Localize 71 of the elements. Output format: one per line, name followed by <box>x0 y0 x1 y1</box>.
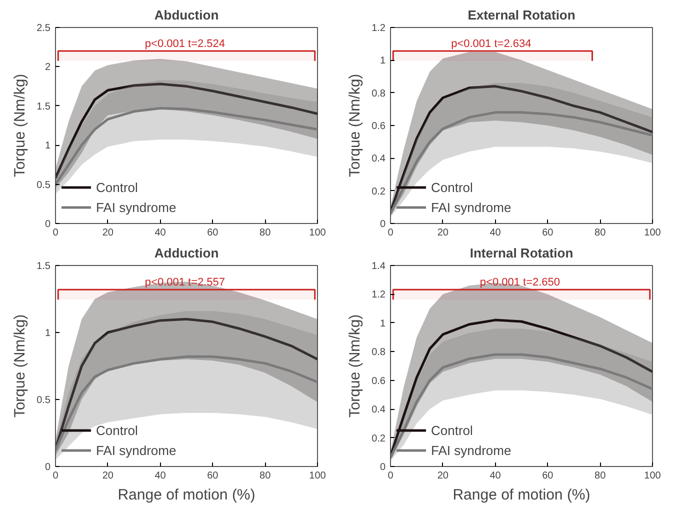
legend-label: FAI syndrome <box>96 200 176 214</box>
x-tick-label: 60 <box>207 228 219 238</box>
y-tick-label: 0.8 <box>372 347 386 358</box>
x-tick-label: 40 <box>490 228 502 238</box>
y-tick-label: 1 <box>44 328 51 339</box>
x-tick-label: 60 <box>542 228 554 238</box>
legend-label: FAI syndrome <box>431 200 512 214</box>
chart-title: Abduction <box>154 8 219 22</box>
legend-label: Control <box>96 180 138 194</box>
x-tick-label: 20 <box>102 470 114 482</box>
y-tick-label: 0.8 <box>372 88 386 100</box>
y-tick-label: 2.5 <box>36 23 51 34</box>
band-label: p<0.001 t=2.650 <box>480 276 560 289</box>
y-tick-label: 0.2 <box>372 433 386 444</box>
x-tick-label: 80 <box>260 470 272 482</box>
x-tick-label: 0 <box>52 470 59 482</box>
x-tick-label: 0 <box>52 228 59 238</box>
x-tick-label: 20 <box>102 228 114 238</box>
y-tick-label: 0.2 <box>372 186 386 198</box>
x-tick-label: 100 <box>644 228 662 238</box>
y-tick-label: 0.4 <box>372 154 386 165</box>
x-tick-label: 80 <box>594 228 606 238</box>
y-axis-title: Torque (Nm/kg) <box>12 74 29 178</box>
x-tick-label: 20 <box>437 228 449 238</box>
x-tick-label: 80 <box>260 228 272 238</box>
x-tick-label: 60 <box>207 470 219 482</box>
y-tick-label: 0 <box>380 462 386 473</box>
y-tick-label: 0.6 <box>372 376 386 387</box>
x-tick-label: 40 <box>154 470 166 482</box>
y-tick-label: 1.5 <box>36 101 51 112</box>
x-tick-label: 80 <box>594 470 606 482</box>
x-axis-title: Range of motion (%) <box>118 486 256 504</box>
y-tick-label: 1 <box>44 140 51 152</box>
y-tick-label: 1.4 <box>372 261 386 272</box>
x-tick-label: 100 <box>644 470 662 482</box>
x-tick-label: 100 <box>309 470 326 482</box>
legend-label: FAI syndrome <box>96 442 176 458</box>
x-tick-label: 100 <box>309 228 326 238</box>
band-label: p<0.001 t=2.524 <box>144 38 226 50</box>
legend-label: Control <box>96 422 138 438</box>
y-tick-label: 0 <box>44 219 51 230</box>
y-tick-label: 0.4 <box>372 404 386 416</box>
y-tick-label: 0.5 <box>36 180 51 191</box>
y-tick-label: 0.6 <box>372 121 386 132</box>
chart-title: Internal Rotation <box>470 246 574 260</box>
y-tick-label: 0 <box>44 462 51 473</box>
x-tick-label: 0 <box>388 470 394 482</box>
chart-title: Adduction <box>154 246 219 260</box>
chart-title: External Rotation <box>468 8 576 22</box>
band-label: p<0.001 t=2.634 <box>451 38 532 50</box>
y-tick-label: 1.2 <box>372 23 386 34</box>
y-axis-title: Torque (Nm/kg) <box>346 74 364 178</box>
legend-label: Control <box>431 422 473 438</box>
x-tick-label: 20 <box>437 470 449 482</box>
band-label: p<0.001 t=2.557 <box>144 276 226 289</box>
y-tick-label: 2 <box>44 62 51 74</box>
y-tick-label: 0.5 <box>36 395 51 406</box>
y-tick-label: 0 <box>380 219 386 230</box>
y-tick-label: 1 <box>380 318 386 330</box>
x-axis-title: Range of motion (%) <box>452 486 590 504</box>
x-tick-label: 40 <box>490 470 502 482</box>
x-tick-label: 40 <box>154 228 166 238</box>
legend-label: FAI syndrome <box>431 442 512 458</box>
legend-label: Control <box>431 180 473 194</box>
y-axis-title: Torque (Nm/kg) <box>346 314 364 418</box>
y-tick-label: 1.2 <box>372 290 386 301</box>
y-tick-label: 1.5 <box>36 261 51 272</box>
x-tick-label: 0 <box>388 228 394 238</box>
y-tick-label: 1 <box>380 56 386 67</box>
y-axis-title: Torque (Nm/kg) <box>12 314 29 418</box>
x-tick-label: 60 <box>542 470 554 482</box>
